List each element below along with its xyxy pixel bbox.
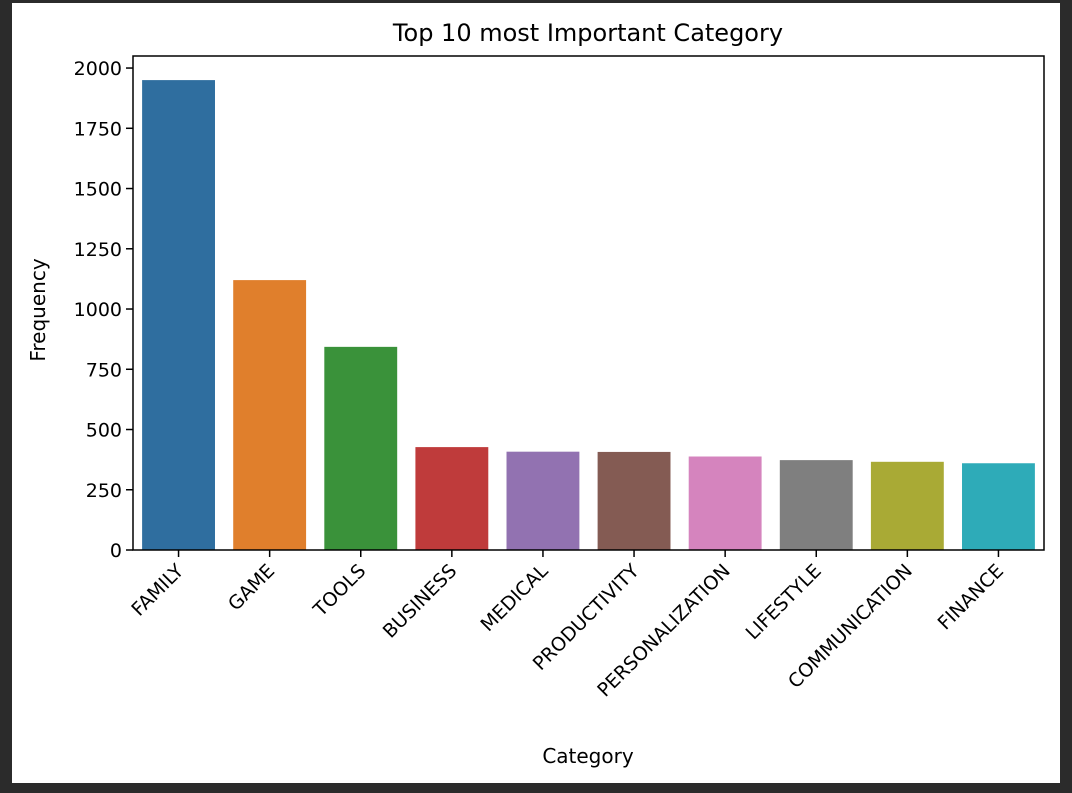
- bar-productivity: [597, 451, 671, 550]
- bar-chart: Top 10 most Important Category 0 250 500 75…: [26, 19, 1045, 768]
- x-tick-label: FINANCE: [934, 560, 1008, 634]
- x-axis-label: Category: [542, 744, 634, 768]
- y-tick-label: 1250: [74, 239, 122, 261]
- y-tick-label: 500: [86, 420, 122, 442]
- x-tick-label: TOOLS: [309, 560, 371, 622]
- plot-area-frame: [132, 55, 1045, 551]
- y-axis-label: Frequency: [26, 258, 50, 361]
- bar-game: [233, 280, 307, 550]
- bar-tools: [324, 346, 398, 550]
- bar-medical: [506, 451, 580, 550]
- bar-family: [142, 80, 215, 550]
- x-tick-label: BUSINESS: [379, 560, 462, 643]
- y-tick-label: 2000: [74, 58, 122, 80]
- chart-title: Top 10 most Important Category: [392, 19, 783, 47]
- bar-lifestyle: [779, 460, 853, 550]
- y-tick-label: 250: [86, 480, 122, 502]
- x-tick-label: GAME: [224, 560, 279, 615]
- x-tick-label: LIFESTYLE: [742, 560, 826, 644]
- y-tick-label: 1500: [74, 179, 122, 201]
- y-tick-label: 1750: [74, 118, 122, 140]
- x-tick-label: MEDICAL: [476, 560, 552, 636]
- y-tick-label: 1000: [74, 299, 122, 321]
- bar-finance: [962, 463, 1035, 550]
- y-axis: 0 250 500 750 1000 1250 1500 1750 2000: [74, 58, 133, 562]
- bar-business: [415, 447, 489, 550]
- bars: [142, 80, 1035, 550]
- y-tick-label: 750: [86, 359, 122, 381]
- figure-canvas: Top 10 most Important Category 0 250 500 75…: [12, 3, 1060, 783]
- y-tick-label: 0: [110, 540, 122, 562]
- bar-communication: [870, 461, 944, 550]
- x-axis: FAMILY GAME TOOLS BUSINESS MEDICALPRODUCTIVI…: [127, 550, 1008, 701]
- bar-personalization: [688, 456, 762, 550]
- x-tick-label: FAMILY: [127, 560, 188, 621]
